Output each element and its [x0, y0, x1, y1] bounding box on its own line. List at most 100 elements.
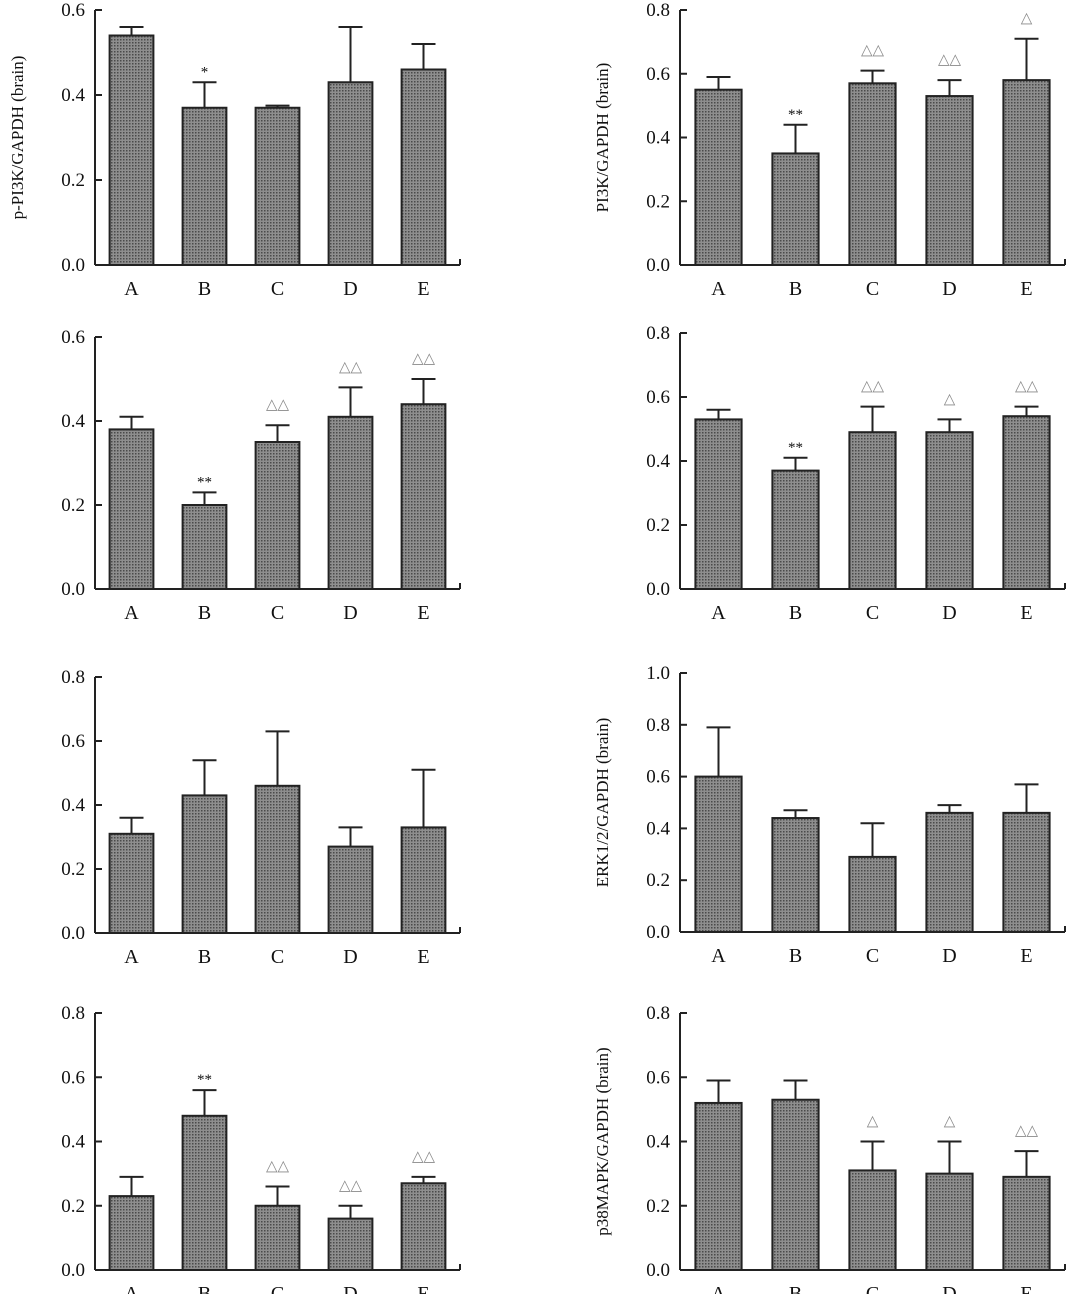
y-tick-label: 0.6	[646, 1067, 670, 1088]
y-tick-label: 0.8	[646, 323, 670, 344]
bar-B	[181, 504, 228, 590]
y-tick-label: 0.6	[646, 64, 670, 85]
bar-A	[108, 34, 155, 266]
bar-E	[1002, 1175, 1051, 1272]
bar-D	[925, 1172, 974, 1271]
y-axis-label: p38MAPK/GAPDH (brain)	[593, 1047, 612, 1235]
bar-C	[848, 855, 897, 934]
category-label: A	[711, 945, 726, 967]
category-label: B	[198, 946, 211, 968]
significance-mark: △△	[339, 359, 363, 375]
y-tick-label: 0.6	[61, 731, 85, 752]
category-label: D	[942, 602, 956, 624]
y-tick-label: 0.4	[646, 818, 670, 839]
y-tick-label: 0.4	[61, 795, 85, 816]
y-tick-label: 0.4	[646, 451, 670, 472]
bar-C	[848, 1169, 897, 1271]
y-tick-label: 0.2	[61, 170, 85, 191]
significance-mark: **	[197, 474, 212, 490]
bar-B	[771, 817, 820, 933]
category-label: E	[417, 946, 429, 968]
bar-D	[925, 811, 974, 933]
significance-mark: △	[944, 391, 956, 407]
significance-mark: △	[1021, 11, 1033, 27]
chart-panel-1: 0.0 0.2 0.4 0.6 p-PI3K/GAPDH (brain) A B * C D E	[8, 0, 461, 300]
y-tick-label: 0.8	[61, 1003, 85, 1024]
y-tick-label: 0.2	[61, 1196, 85, 1217]
y-tick-label: 0.0	[646, 1260, 670, 1281]
category-label: C	[866, 945, 879, 967]
y-tick-label: 0.2	[646, 191, 670, 212]
y-tick-label: 0.0	[61, 1260, 85, 1281]
bar-E	[1002, 79, 1051, 266]
chart-panel-3: 0.0 0.2 0.4 0.6 A B ** C △△ D △△ E △△	[61, 327, 461, 624]
bar-E	[400, 68, 447, 266]
category-label: A	[124, 602, 139, 624]
category-label: C	[271, 1283, 284, 1294]
significance-mark: △△	[1015, 379, 1039, 395]
bar-A	[108, 428, 155, 590]
category-label: A	[711, 1283, 726, 1294]
category-label: B	[789, 602, 802, 624]
y-tick-label: 0.6	[646, 387, 670, 408]
category-label: C	[866, 278, 879, 300]
category-label: E	[417, 1283, 429, 1294]
y-tick-label: 0.4	[646, 1132, 670, 1153]
significance-mark: △△	[861, 379, 885, 395]
category-label: D	[942, 278, 956, 300]
category-label: B	[789, 278, 802, 300]
category-label: B	[789, 1283, 802, 1294]
y-tick-label: 0.4	[61, 411, 85, 432]
category-label: E	[1020, 1283, 1032, 1294]
bar-B	[771, 469, 820, 591]
category-label: D	[343, 946, 357, 968]
category-label: C	[271, 946, 284, 968]
y-tick-label: 0.2	[646, 870, 670, 891]
chart-panel-8: 0.0 0.2 0.4 0.6 0.8 p38MAPK/GAPDH (brain) A B C △…	[593, 1003, 1066, 1294]
y-tick-label: 0.2	[646, 1196, 670, 1217]
significance-mark: △△	[266, 397, 290, 413]
category-label: A	[711, 278, 726, 300]
significance-mark: △	[867, 1114, 879, 1130]
y-tick-label: 0.0	[646, 255, 670, 276]
bar-C	[848, 431, 897, 591]
bar-B	[771, 152, 820, 266]
chart-panel-6: 0.0 0.2 0.4 0.6 0.8 1.0 ERK1/2/GAPDH (brain) A B…	[593, 663, 1066, 967]
category-label: C	[271, 278, 284, 300]
bar-D	[925, 95, 974, 266]
y-tick-label: 0.0	[646, 579, 670, 600]
significance-mark: △△	[412, 1149, 436, 1165]
y-axis-label: ERK1/2/GAPDH (brain)	[593, 718, 612, 888]
y-tick-label: 0.8	[61, 667, 85, 688]
bar-C	[254, 1204, 301, 1271]
y-tick-label: 0.2	[61, 859, 85, 880]
bar-A	[694, 1101, 743, 1271]
bar-C	[254, 441, 301, 590]
bar-B	[181, 794, 228, 935]
chart-panel-5: 0.0 0.2 0.4 0.6 0.8 A B C D E	[61, 667, 461, 968]
category-label: E	[1020, 278, 1032, 300]
category-label: A	[124, 278, 139, 300]
bar-E	[400, 1182, 447, 1271]
bar-D	[327, 1217, 374, 1271]
bar-B	[181, 106, 228, 266]
y-tick-label: 0.6	[61, 1067, 85, 1088]
category-label: E	[1020, 945, 1032, 967]
y-tick-label: 0.8	[646, 1003, 670, 1024]
bar-B	[771, 1098, 820, 1272]
category-label: D	[942, 945, 956, 967]
bar-D	[925, 431, 974, 591]
bar-A	[694, 418, 743, 590]
category-label: B	[198, 278, 211, 300]
y-tick-label: 0.6	[61, 327, 85, 348]
significance-mark: *	[201, 64, 209, 80]
bar-A	[694, 88, 743, 266]
category-label: B	[198, 1283, 211, 1294]
y-tick-label: 0.2	[646, 515, 670, 536]
y-tick-label: 0.2	[61, 495, 85, 516]
category-label: A	[124, 946, 139, 968]
significance-mark: **	[197, 1072, 212, 1088]
y-axis-label: PI3K/GAPDH (brain)	[593, 63, 612, 213]
category-label: D	[343, 278, 357, 300]
